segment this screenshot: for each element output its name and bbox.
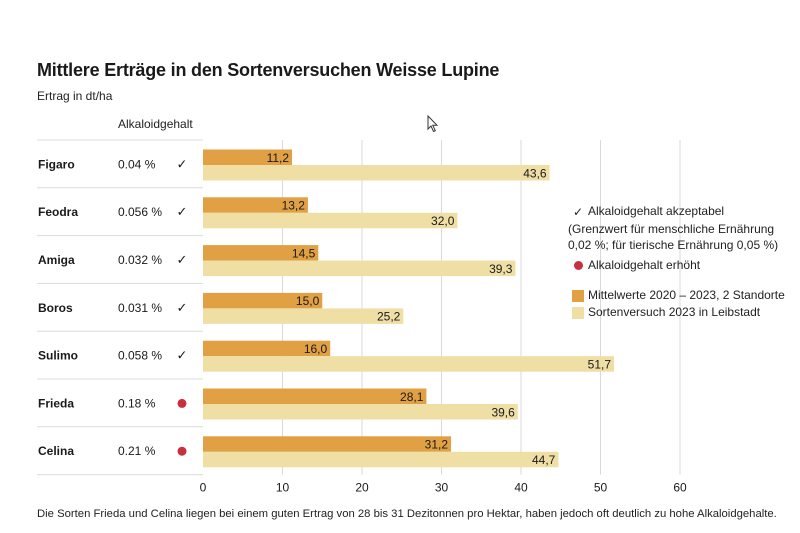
data-label-series1: 31,2 [425, 438, 449, 452]
bar-series1 [203, 340, 331, 357]
bar-series1 [203, 197, 308, 213]
chart-subtitle: Ertrag in dt/ha [37, 89, 113, 103]
legend: ✓ Alkaloidgehalt akzeptabel (Grenzwert f… [568, 203, 798, 321]
legend-check-note: (Grenzwert für menschliche Ernährung 0,0… [568, 222, 779, 253]
x-tick-label: 60 [673, 481, 687, 495]
alkaloid-value: 0.04 % [118, 157, 156, 171]
data-label-series2: 39,3 [489, 262, 513, 276]
bar-series2 [203, 451, 559, 468]
data-label-series1: 11,2 [267, 151, 290, 165]
bar-series2 [203, 260, 516, 277]
chart-title: Mittlere Erträge in den Sortenversuchen … [37, 60, 500, 80]
data-label-series1: 13,2 [282, 199, 306, 213]
series1-swatch [572, 289, 584, 302]
legend-dot-entry: Alkaloidgehalt erhöht [568, 257, 798, 273]
category-label: Feodra [38, 205, 78, 219]
check-icon: ✓ [177, 349, 188, 364]
bar-series2 [203, 356, 615, 372]
alkaloid-value: 0.058 % [118, 349, 162, 363]
alkaloid-value: 0.18 % [118, 396, 156, 410]
bar-series2 [203, 404, 518, 420]
data-label-series1: 28,1 [400, 390, 424, 404]
x-tick-label: 0 [200, 481, 207, 495]
check-icon: ✓ [177, 205, 188, 220]
legend-check-entry: ✓ Alkaloidgehalt akzeptabel [568, 203, 798, 220]
data-label-series1: 14,5 [292, 246, 316, 260]
mouse-cursor-icon [427, 115, 439, 133]
x-tick-label: 40 [514, 481, 528, 495]
category-label: Celina [38, 444, 74, 458]
legend-series2-entry: Sortenversuch 2023 in Leibstadt [568, 304, 798, 320]
bar-series1 [203, 292, 323, 309]
bar-series1 [203, 149, 293, 165]
data-label-series2: 39,6 [491, 405, 515, 419]
data-label-series2: 43,6 [523, 166, 547, 180]
alkaloid-value: 0.031 % [118, 301, 162, 315]
check-icon: ✓ [177, 253, 188, 268]
category-label: Figaro [38, 157, 75, 171]
x-tick-label: 20 [355, 481, 369, 495]
alkaloid-value: 0.032 % [118, 253, 162, 267]
bar-series2 [203, 212, 458, 229]
data-label-series1: 16,0 [304, 342, 328, 356]
category-label: Boros [38, 301, 73, 315]
x-tick-label: 10 [276, 481, 290, 495]
check-icon: ✓ [572, 205, 584, 219]
category-label: Frieda [38, 396, 74, 410]
red-dot-icon [177, 398, 187, 408]
data-label-series2: 51,7 [588, 357, 612, 371]
data-label-series2: 44,7 [532, 453, 556, 467]
footnote: Die Sorten Frieda und Celina liegen bei … [37, 508, 777, 520]
check-icon: ✓ [177, 157, 188, 172]
x-tick-label: 50 [594, 481, 608, 495]
series2-swatch [572, 306, 584, 319]
x-tick-label: 30 [435, 481, 449, 495]
category-label: Amiga [38, 253, 75, 267]
data-label-series1: 15,0 [296, 294, 320, 308]
data-label-series2: 25,2 [377, 310, 401, 324]
bar-series1 [203, 245, 319, 261]
legend-series1-label: Mittelwerte 2020 – 2023, 2 Standorte [588, 287, 785, 302]
red-dot-icon [573, 260, 583, 270]
alkaloid-column-header: Alkaloidgehalt [118, 117, 193, 131]
bar-series2 [203, 308, 404, 324]
bar-series2 [203, 165, 550, 181]
alkaloid-value: 0.056 % [118, 205, 162, 219]
data-label-series2: 32,0 [431, 214, 455, 228]
legend-dot-label: Alkaloidgehalt erhöht [588, 257, 701, 272]
bar-series1 [203, 436, 452, 452]
legend-series2-label: Sortenversuch 2023 in Leibstadt [588, 304, 761, 319]
category-label: Sulimo [38, 349, 78, 363]
legend-check-label: Alkaloidgehalt akzeptabel [588, 204, 725, 218]
alkaloid-value: 0.21 % [118, 444, 156, 458]
red-dot-icon [177, 446, 187, 456]
check-icon: ✓ [177, 301, 188, 316]
bar-series1 [203, 388, 427, 404]
legend-series1-entry: Mittelwerte 2020 – 2023, 2 Standorte [568, 287, 798, 303]
